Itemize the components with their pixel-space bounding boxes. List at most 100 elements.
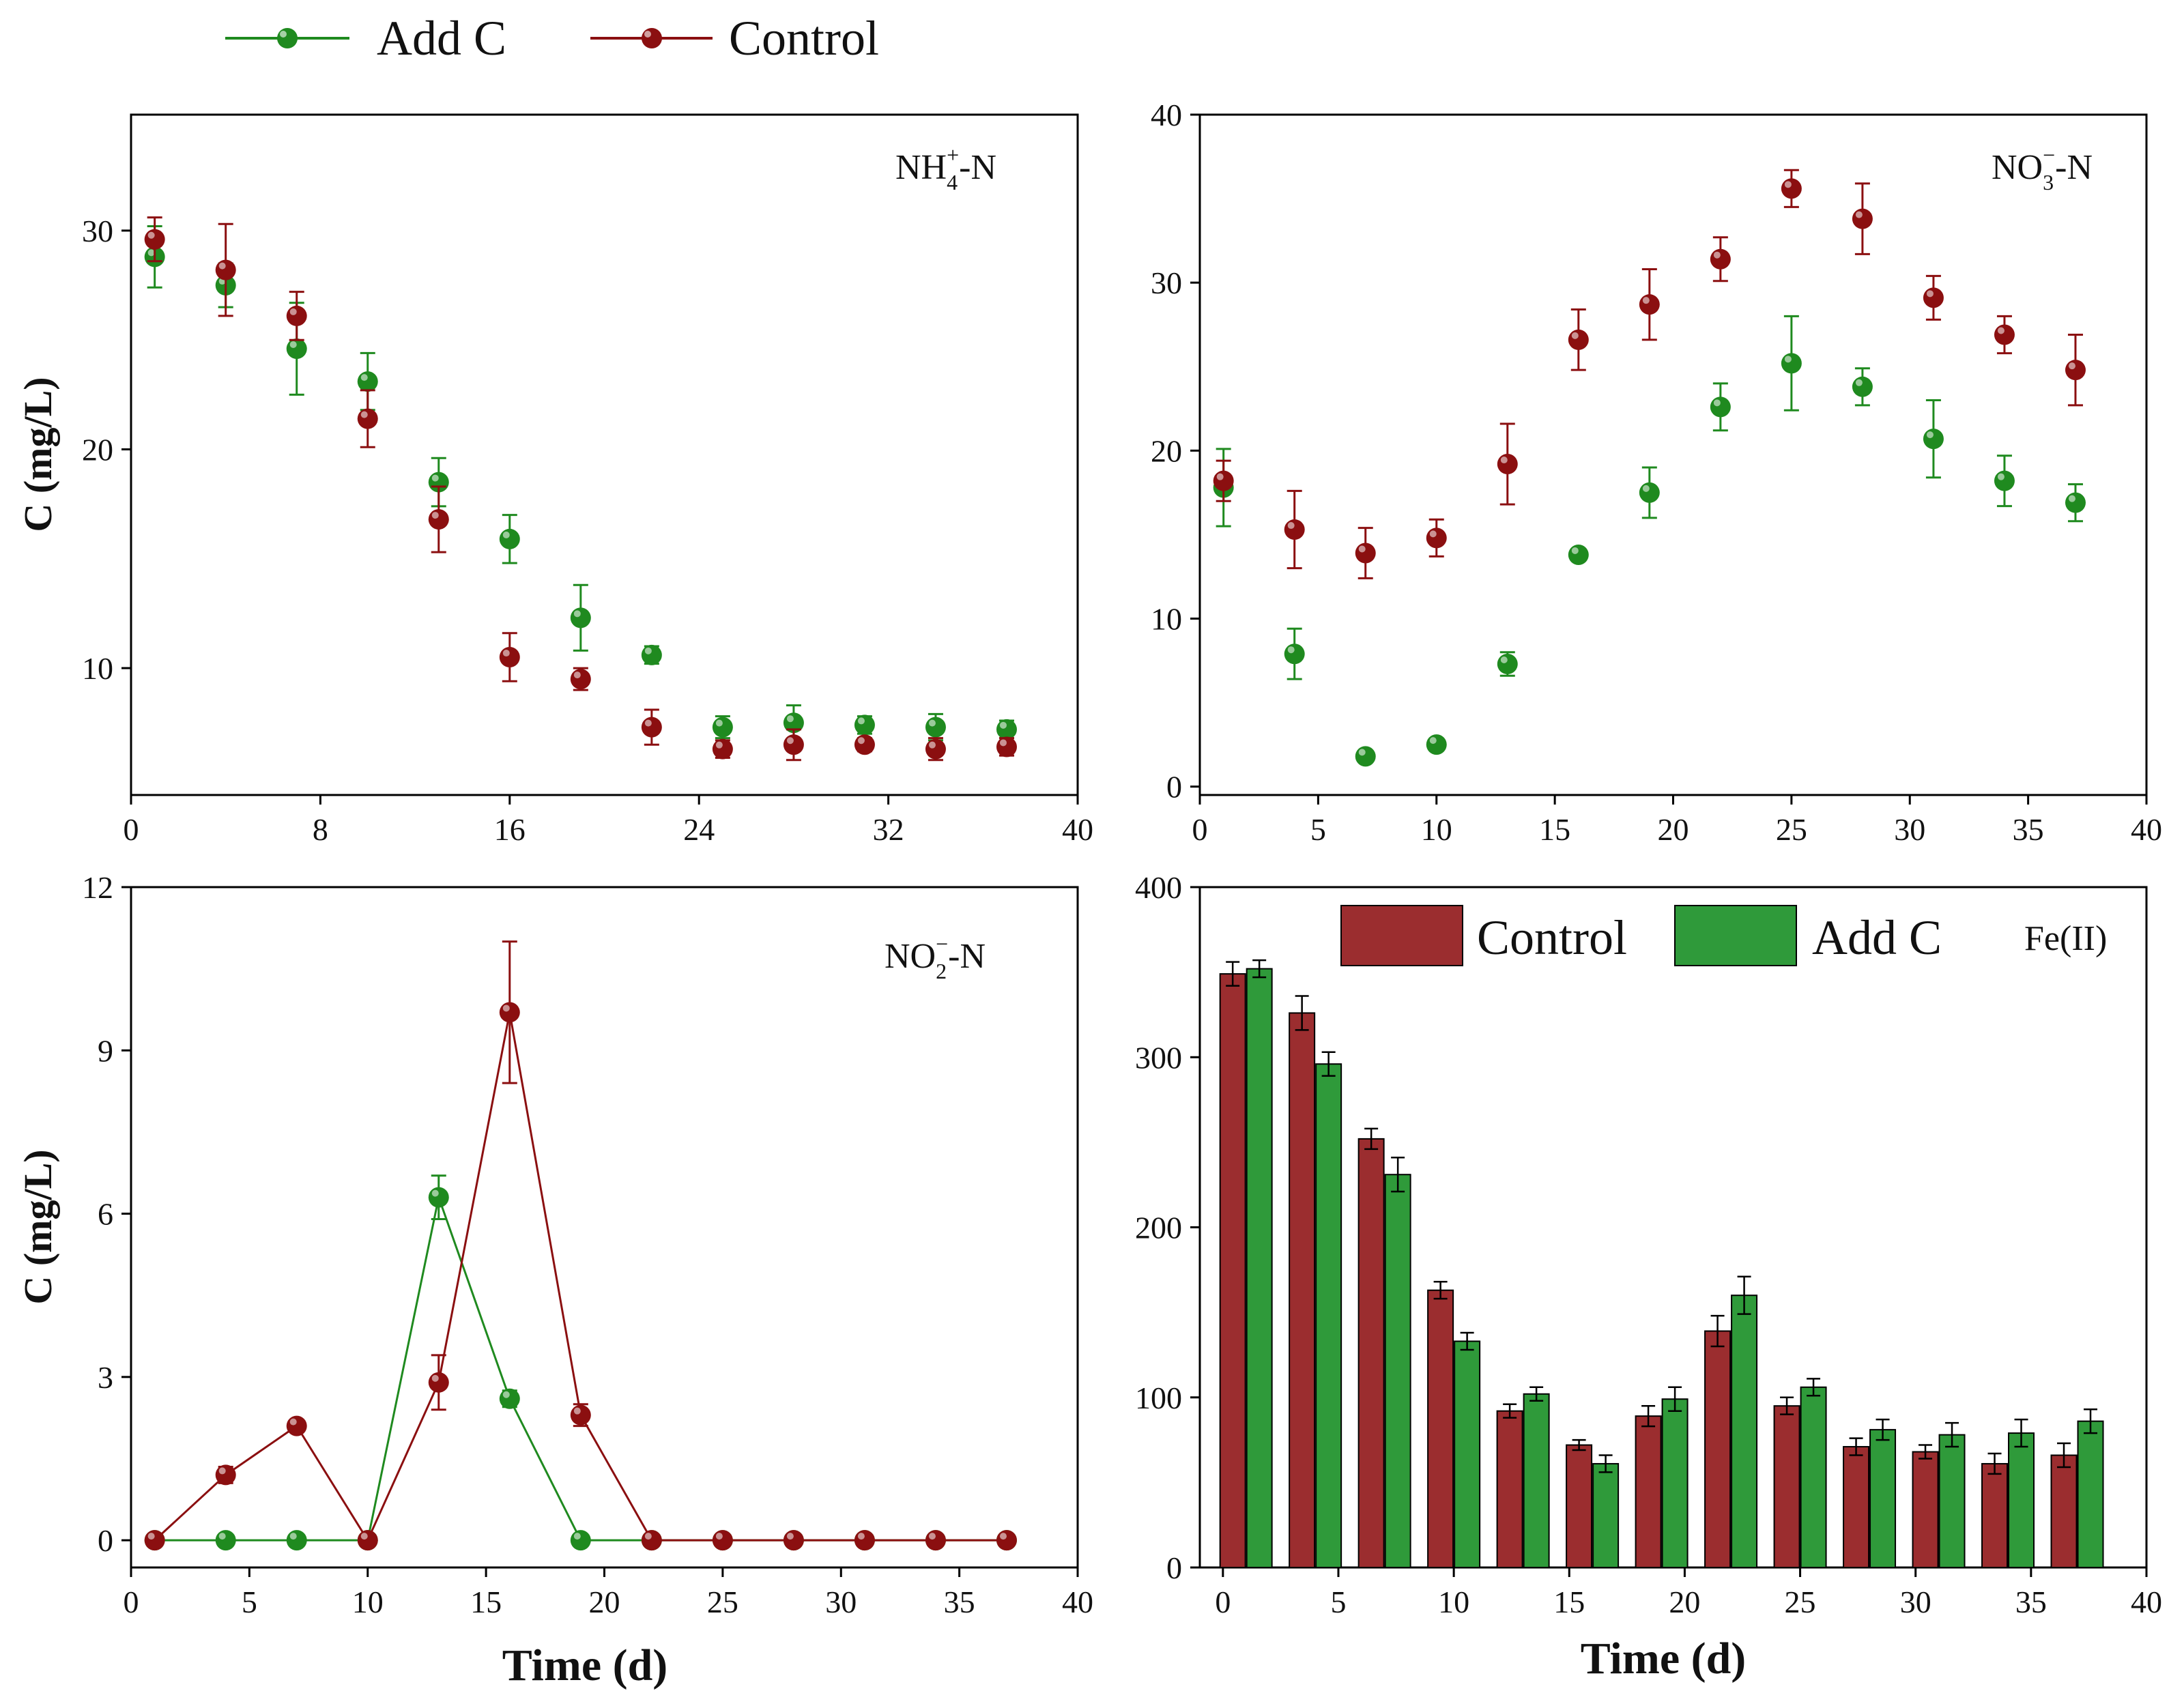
point-shine — [218, 1467, 226, 1475]
point-control — [144, 229, 165, 250]
point-control — [2065, 360, 2086, 381]
y-tick-label: 300 — [1135, 1040, 1182, 1075]
y-tick-label: 100 — [1135, 1380, 1182, 1415]
point-add — [1639, 482, 1660, 503]
point-shine — [1926, 290, 1934, 298]
point-shine — [1855, 379, 1863, 386]
point-shine — [431, 1374, 439, 1382]
point-shine — [999, 721, 1007, 729]
bar-control — [1912, 1451, 1939, 1569]
point-shine — [1429, 530, 1437, 538]
point-shine — [289, 308, 297, 315]
bar-add — [1592, 1462, 1620, 1569]
x-tick-label: 35 — [944, 1585, 975, 1619]
bar-control — [1635, 1415, 1662, 1568]
point-shine — [1713, 399, 1721, 407]
point-control — [428, 509, 449, 530]
point-control — [1710, 248, 1731, 270]
legend-control-marker-shine — [644, 31, 651, 38]
marks — [144, 216, 1017, 762]
x-tick-label: 30 — [1894, 812, 1925, 847]
legend-add-label: Add C — [377, 11, 506, 66]
point-add — [1710, 396, 1731, 418]
x-tick-label: 5 — [1310, 812, 1326, 847]
label-main: NO — [885, 937, 936, 976]
point-add — [286, 338, 307, 360]
y-tick-label: 0 — [1166, 770, 1182, 805]
point-control — [854, 734, 875, 755]
point-shine — [928, 741, 936, 749]
y-axis-title: C (mg/L) — [16, 1149, 60, 1304]
bar-control — [2050, 1454, 2078, 1569]
point-control — [783, 1530, 804, 1551]
x-tick-label: 15 — [1539, 812, 1570, 847]
bar-add — [1523, 1393, 1550, 1569]
bar-control — [1357, 1138, 1385, 1568]
point-control — [925, 1530, 946, 1551]
x-tick-label: 20 — [1658, 812, 1689, 847]
panel-label-no2: NO2 −-N — [885, 931, 986, 983]
bar-add — [1246, 968, 1273, 1568]
label-tail: -N — [2055, 148, 2093, 187]
point-shine — [147, 1533, 155, 1540]
point-add — [499, 1388, 520, 1409]
point-shine — [1926, 431, 1934, 439]
point-control — [1284, 519, 1305, 540]
bar-legend-control-label: Control — [1477, 910, 1627, 965]
point-control — [996, 1530, 1017, 1551]
bar-add — [1661, 1398, 1689, 1568]
point-add — [1426, 734, 1447, 755]
bar-control — [1289, 1012, 1316, 1568]
point-add — [570, 607, 591, 628]
panel-label-nh4: NH4 +-N — [895, 143, 996, 194]
panel-no3: 0 5 10 15 20 25 30 35 40 0 10 20 30 40 NO3 −-N — [1151, 98, 2162, 847]
point-shine — [573, 671, 581, 679]
point-add — [1355, 746, 1376, 767]
point-control — [215, 1464, 236, 1486]
y-tick-label: 20 — [82, 432, 113, 467]
point-shine — [1287, 522, 1295, 530]
point-shine — [360, 374, 368, 381]
point-shine — [431, 512, 439, 519]
point-shine — [1571, 332, 1579, 339]
point-shine — [289, 341, 297, 349]
bar-add — [1384, 1174, 1411, 1569]
y-tick-label: 200 — [1135, 1211, 1182, 1245]
panel-nh4: 0 8 16 24 32 40 10 20 30 NH4 +-N C (mg/L) — [16, 113, 1093, 847]
point-control — [215, 259, 236, 280]
x-tick-label: 20 — [1669, 1585, 1700, 1619]
bar-legend-add-swatch — [1674, 905, 1797, 966]
point-shine — [786, 1533, 794, 1540]
marks — [144, 940, 1017, 1551]
point-shine — [857, 717, 865, 725]
point-shine — [1429, 737, 1437, 744]
legend-control-marker — [642, 28, 662, 48]
y-tick-label: 6 — [98, 1197, 113, 1232]
point-shine — [715, 719, 723, 727]
axes: 0 5 10 15 20 25 30 35 40 0 3 6 9 12 — [82, 870, 1093, 1619]
point-shine — [1642, 297, 1650, 304]
point-shine — [644, 719, 652, 727]
y-tick-label: 10 — [1151, 602, 1182, 637]
axes: 0 8 16 24 32 40 10 20 30 — [82, 214, 1093, 847]
point-shine — [502, 1004, 510, 1012]
x-tick-label: 0 — [124, 812, 139, 847]
point-shine — [1571, 547, 1579, 554]
x-axis-title: Time (d) — [502, 1640, 668, 1690]
label-tail: -N — [948, 937, 986, 976]
panel-label-fe: Fe(II) — [2024, 919, 2107, 958]
x-tick-label: 40 — [2131, 1585, 2162, 1619]
x-tick-label: 30 — [1900, 1585, 1931, 1619]
point-add — [1284, 644, 1305, 665]
point-add — [641, 644, 662, 665]
x-tick-label: 25 — [707, 1585, 738, 1619]
panel-label-no3: NO3 −-N — [1992, 143, 2093, 194]
bar-add — [1800, 1386, 1827, 1569]
point-control — [357, 1530, 378, 1551]
bar-control — [1219, 973, 1246, 1569]
series-line-control — [154, 1012, 1007, 1543]
point-control — [1426, 527, 1447, 549]
bar-add — [1938, 1434, 1966, 1568]
point-add — [499, 528, 520, 549]
